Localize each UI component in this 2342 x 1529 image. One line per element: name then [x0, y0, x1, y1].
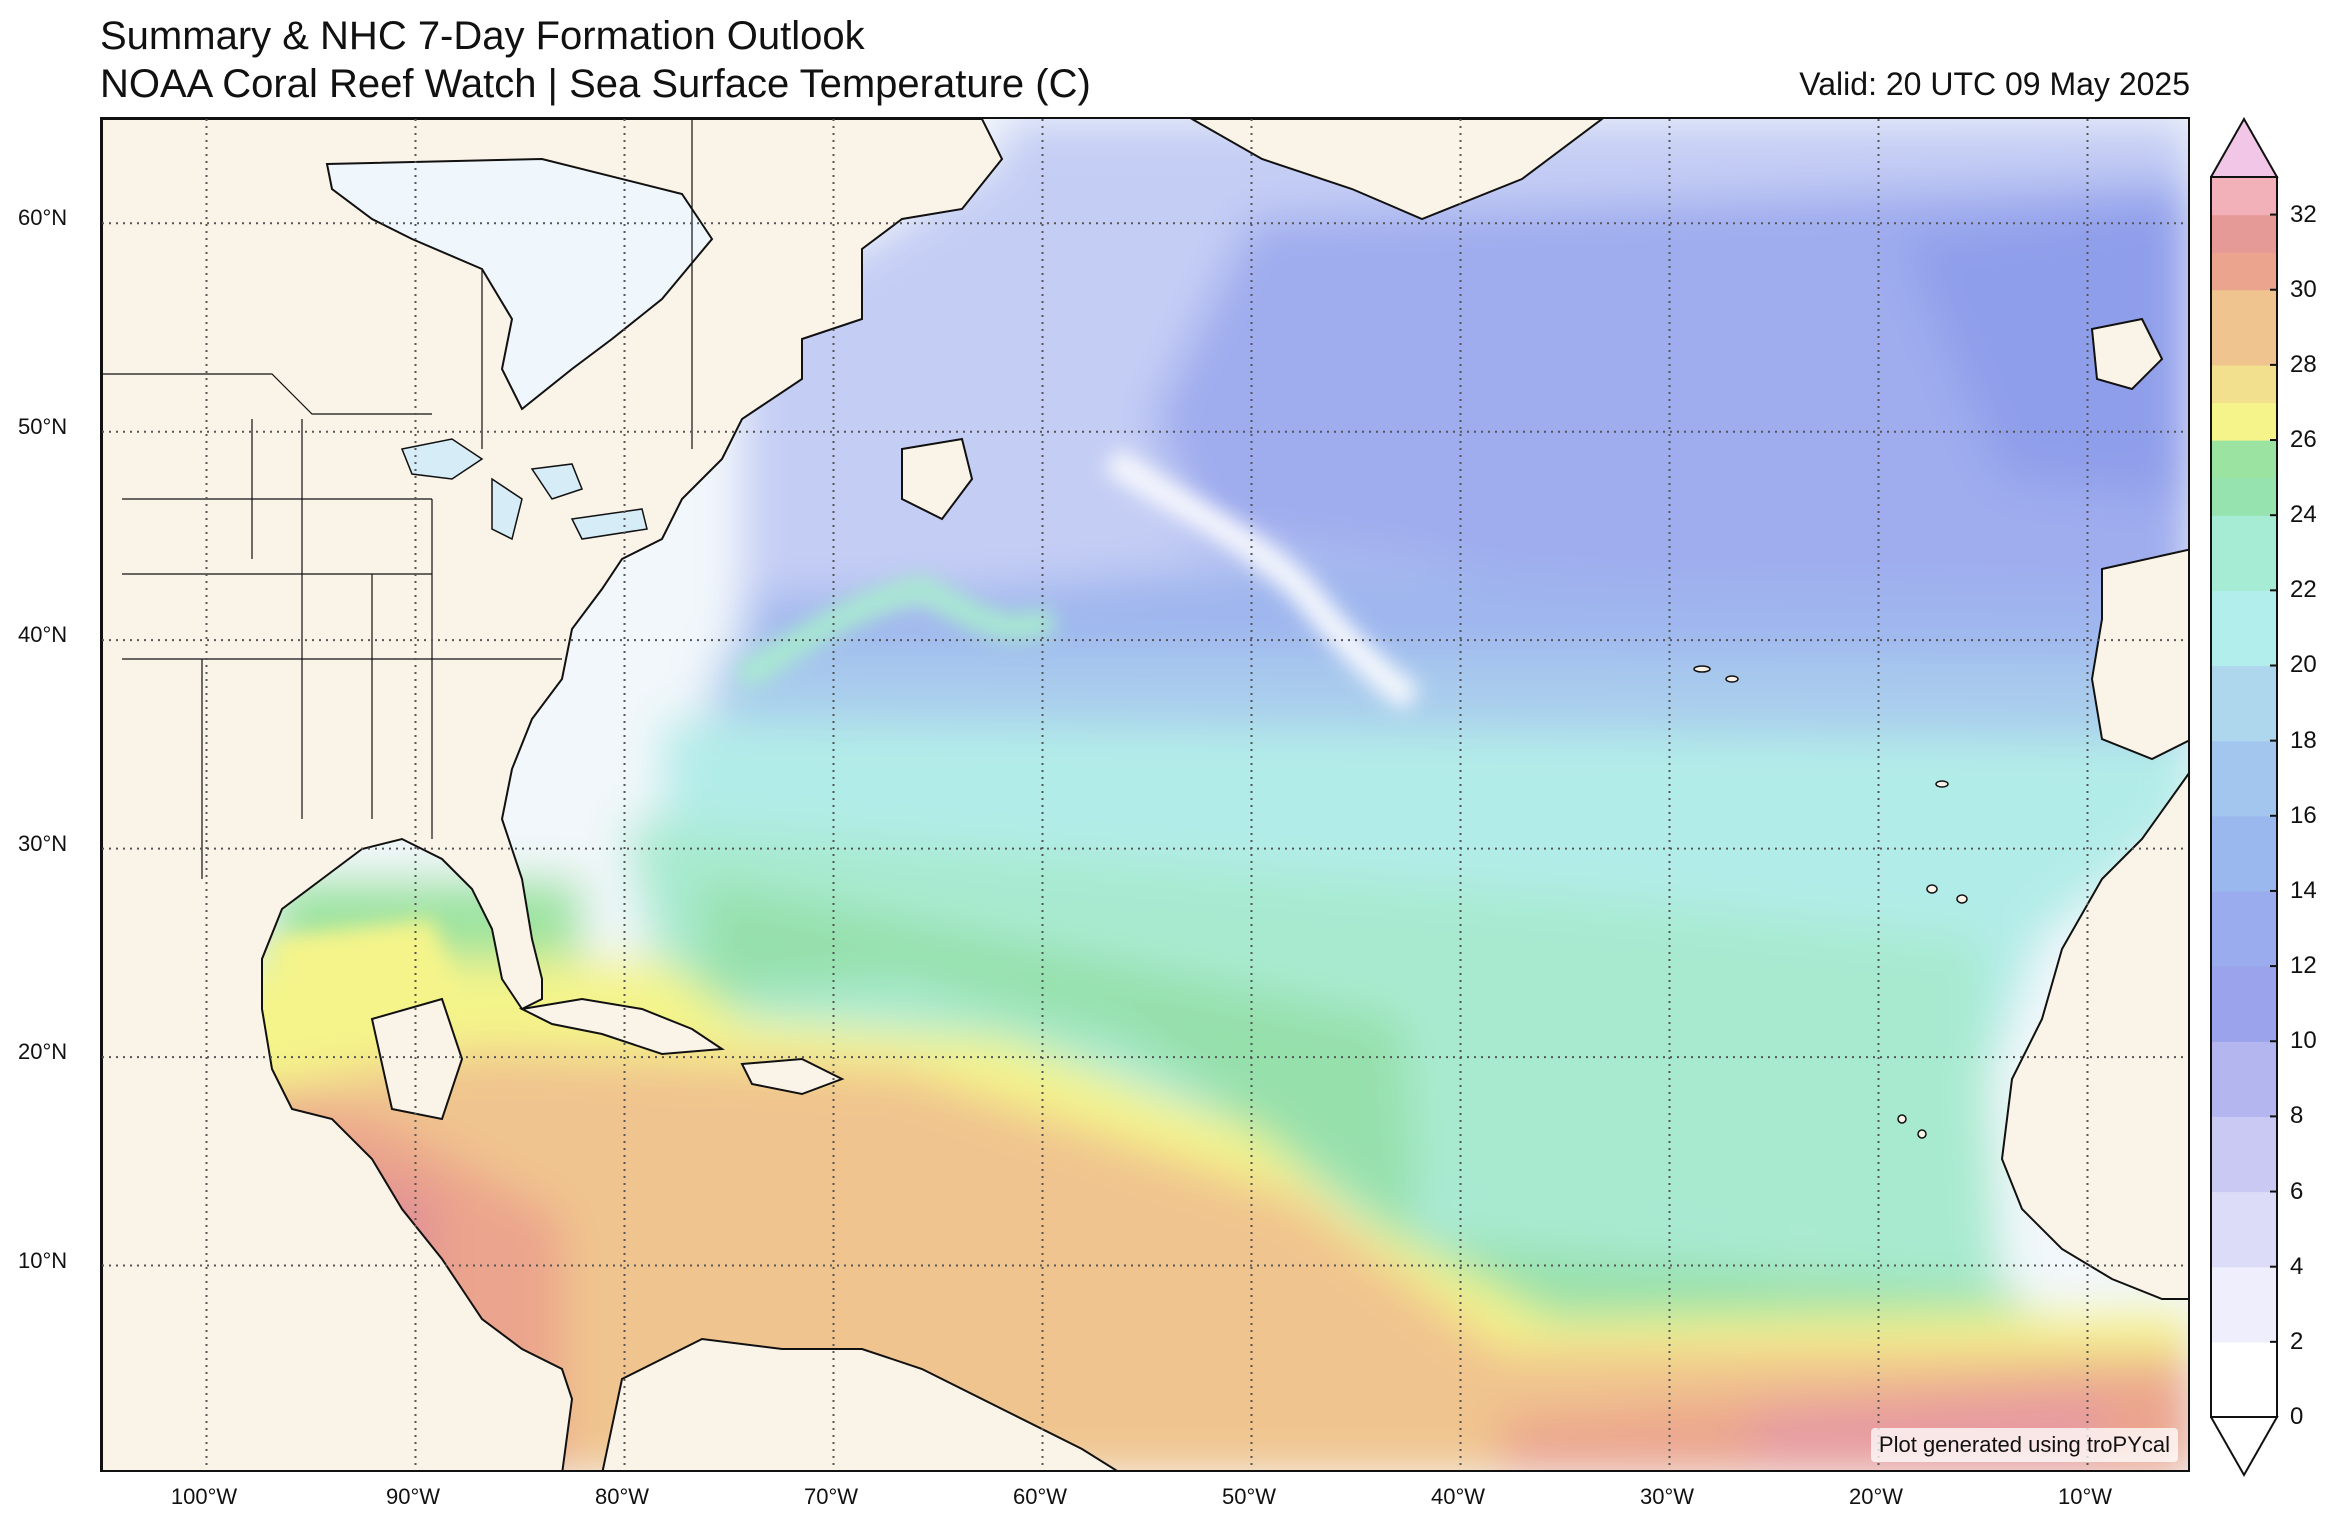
colorbar-band	[2211, 515, 2277, 554]
colorbar-band	[2211, 440, 2277, 479]
colorbar-tick-label: 8	[2290, 1102, 2304, 1130]
lon-label-10w: 10°W	[2057, 1484, 2113, 1509]
colorbar-tick-label: 6	[2290, 1177, 2304, 1205]
colorbar-band	[2211, 402, 2277, 441]
colorbar-band	[2211, 477, 2277, 516]
greenland	[1189, 119, 1604, 221]
lon-label-60w: 60°W	[1012, 1484, 1068, 1509]
colorbar-band	[2211, 327, 2277, 366]
lon-label-40w: 40°W	[1430, 1484, 1486, 1509]
colorbar-tick-label: 18	[2290, 726, 2317, 754]
lat-label-20n: 20°N	[18, 1039, 68, 1064]
colorbar-band	[2211, 177, 2277, 216]
sst-colorbar	[2210, 117, 2279, 1478]
lon-label-30w: 30°W	[1639, 1484, 1695, 1509]
colorbar-band	[2211, 1078, 2277, 1117]
colorbar-band	[2211, 928, 2277, 967]
colorbar-tick-label: 14	[2290, 876, 2317, 904]
colorbar-tick-label: 10	[2290, 1027, 2317, 1055]
colorbar-tick-label: 28	[2290, 350, 2317, 378]
colorbar-band	[2211, 853, 2277, 892]
colorbar-band	[2211, 1116, 2277, 1155]
colorbar-band	[2211, 214, 2277, 253]
colorbar-band	[2211, 590, 2277, 629]
iberia-europe	[2090, 548, 2188, 761]
colorbar-band	[2211, 1379, 2277, 1418]
colorbar-band	[2211, 1191, 2277, 1230]
valid-time: Valid: 20 UTC 09 May 2025	[1799, 66, 2190, 102]
africa	[2000, 772, 2188, 1300]
colorbar-band	[2211, 627, 2277, 667]
colorbar-bottom-arrow	[2210, 1416, 2279, 1478]
colorbar-band	[2211, 1304, 2277, 1343]
sst-field	[102, 119, 2188, 1470]
colorbar-band	[2211, 1229, 2277, 1268]
colorbar-band	[2211, 778, 2277, 817]
colorbar-band	[2211, 364, 2277, 404]
lon-label-80w: 80°W	[594, 1484, 650, 1509]
newfoundland	[901, 437, 974, 521]
colorbar-band	[2211, 665, 2277, 704]
yucatan	[370, 997, 464, 1121]
lon-label-70w: 70°W	[803, 1484, 859, 1509]
north-america	[102, 119, 1004, 1470]
south-america	[601, 1337, 1118, 1470]
colorbar-tick-label: 20	[2290, 651, 2317, 679]
hispaniola	[740, 1057, 845, 1096]
sst-map-canvas	[102, 119, 2188, 1470]
colorbar-band	[2211, 1041, 2277, 1080]
graticule	[102, 119, 2188, 1470]
colorbar-band	[2211, 289, 2277, 328]
colorbar-band	[2211, 1266, 2277, 1305]
lat-label-30n: 30°N	[18, 831, 68, 856]
lat-label-60n: 60°N	[18, 205, 68, 230]
colorbar-tick-label: 4	[2290, 1252, 2304, 1280]
lon-label-50w: 50°W	[1221, 1484, 1277, 1509]
sst-map: Plot generated using troPYcal	[100, 117, 2190, 1472]
colorbar-tick-label: 32	[2290, 200, 2317, 228]
colorbar-band	[2211, 1153, 2277, 1193]
colorbar-band	[2211, 1341, 2277, 1381]
colorbar-tick-label: 16	[2290, 801, 2317, 829]
colorbar-band	[2211, 703, 2277, 742]
political-borders	[102, 119, 693, 879]
colorbar-band	[2211, 1003, 2277, 1042]
cuba	[518, 997, 725, 1056]
colorbar-tick-label: 0	[2290, 1403, 2304, 1430]
lon-label-90w: 90°W	[385, 1484, 441, 1509]
colorbar-tick-label: 2	[2290, 1327, 2304, 1355]
lat-label-40n: 40°N	[18, 622, 68, 647]
colorbar-band	[2211, 552, 2277, 591]
lon-label-100w: 100°W	[170, 1484, 238, 1509]
lon-label-20w: 20°W	[1848, 1484, 1904, 1509]
lat-label-50n: 50°N	[18, 414, 68, 439]
colorbar-tick-label: 26	[2290, 426, 2317, 454]
title-line-2: NOAA Coral Reef Watch | Sea Surface Temp…	[100, 62, 1091, 106]
great-lakes	[400, 438, 648, 541]
colorbar-band	[2211, 890, 2277, 930]
colorbar-tick-label: 24	[2290, 501, 2317, 529]
lat-label-10n: 10°N	[18, 1248, 68, 1273]
tropycal-credit: Plot generated using troPYcal	[1870, 1428, 2178, 1462]
colorbar-tick-label: 12	[2290, 952, 2317, 980]
colorbar-tick-label: 22	[2290, 576, 2317, 604]
colorbar-band	[2211, 252, 2277, 291]
ireland-uk	[2090, 317, 2164, 391]
colorbar-band	[2211, 815, 2277, 854]
land	[102, 119, 2188, 1470]
colorbar-top-arrow	[2210, 117, 2279, 178]
islands	[1693, 665, 1968, 1139]
colorbar-tick-label: 30	[2290, 275, 2317, 303]
colorbar-band	[2211, 966, 2277, 1005]
title-line-1: Summary & NHC 7-Day Formation Outlook	[100, 14, 865, 58]
colorbar-band	[2211, 740, 2277, 779]
